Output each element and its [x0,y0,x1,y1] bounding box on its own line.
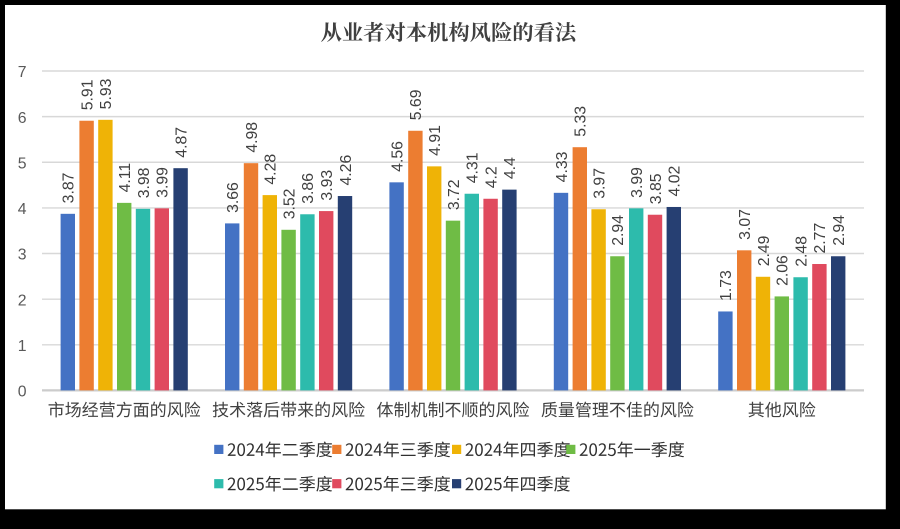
svg-text:5.69: 5.69 [408,89,425,120]
svg-text:3.97: 3.97 [591,168,608,199]
svg-text:4.31: 4.31 [465,152,482,183]
svg-text:4.2: 4.2 [483,166,500,188]
svg-text:2.48: 2.48 [793,236,810,267]
svg-text:3.98: 3.98 [136,167,153,198]
svg-text:4.28: 4.28 [263,154,280,185]
svg-text:3.86: 3.86 [300,173,317,204]
svg-text:2: 2 [18,292,27,309]
svg-text:3.72: 3.72 [446,179,463,210]
svg-text:2.94: 2.94 [610,215,627,246]
svg-text:4.87: 4.87 [173,127,190,158]
svg-text:3.99: 3.99 [629,167,646,198]
svg-text:3.93: 3.93 [319,170,336,201]
svg-text:3.87: 3.87 [61,173,78,204]
svg-text:4.33: 4.33 [554,151,571,182]
svg-text:5: 5 [18,156,27,173]
svg-text:3.99: 3.99 [155,167,172,198]
svg-text:5.91: 5.91 [79,79,96,110]
svg-text:4.91: 4.91 [427,125,444,156]
svg-text:2.49: 2.49 [756,235,773,266]
svg-text:2.06: 2.06 [775,255,792,286]
svg-text:3.66: 3.66 [225,182,242,213]
svg-text:3.52: 3.52 [281,189,298,220]
svg-text:4.02: 4.02 [667,166,684,197]
svg-text:6: 6 [18,110,27,127]
svg-text:4.11: 4.11 [117,163,134,193]
svg-text:4.56: 4.56 [389,141,406,172]
svg-text:2.77: 2.77 [812,223,829,254]
svg-text:7: 7 [18,64,27,81]
svg-text:2.94: 2.94 [831,215,848,246]
svg-text:1: 1 [18,338,27,355]
svg-text:4.26: 4.26 [338,155,355,186]
svg-text:1.73: 1.73 [718,270,735,301]
svg-text:4.4: 4.4 [502,157,519,179]
svg-text:4: 4 [18,201,27,218]
svg-text:4.98: 4.98 [244,122,261,153]
svg-text:5.33: 5.33 [573,106,590,137]
svg-text:3.07: 3.07 [737,209,754,240]
svg-text:0: 0 [18,384,27,401]
svg-text:5.93: 5.93 [98,78,115,109]
svg-text:3.85: 3.85 [648,173,665,204]
svg-text:3: 3 [18,247,27,264]
